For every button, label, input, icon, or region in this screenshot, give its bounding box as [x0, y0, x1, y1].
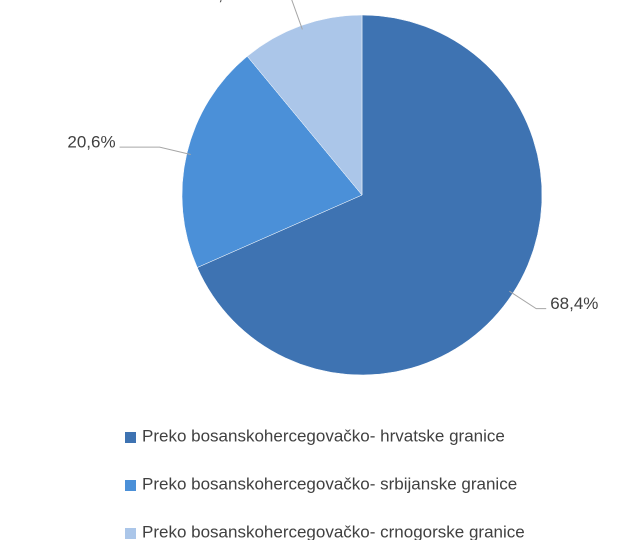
data-label: 20,6%	[67, 133, 115, 152]
leader-line	[509, 290, 547, 310]
legend-swatch	[125, 480, 136, 491]
legend-label: Preko bosanskohercegovačko- crnogorske g…	[142, 522, 525, 540]
data-label: 68,4%	[550, 294, 598, 313]
legend-swatch	[125, 432, 136, 443]
legend-label: Preko bosanskohercegovačko- srbijanske g…	[142, 474, 517, 493]
legend-swatch	[125, 528, 136, 539]
leader-line	[119, 146, 191, 155]
leader-line	[291, 0, 303, 30]
legend-label: Preko bosanskohercegovačko- hrvatske gra…	[142, 426, 505, 445]
data-label: 11,0%	[201, 0, 248, 4]
